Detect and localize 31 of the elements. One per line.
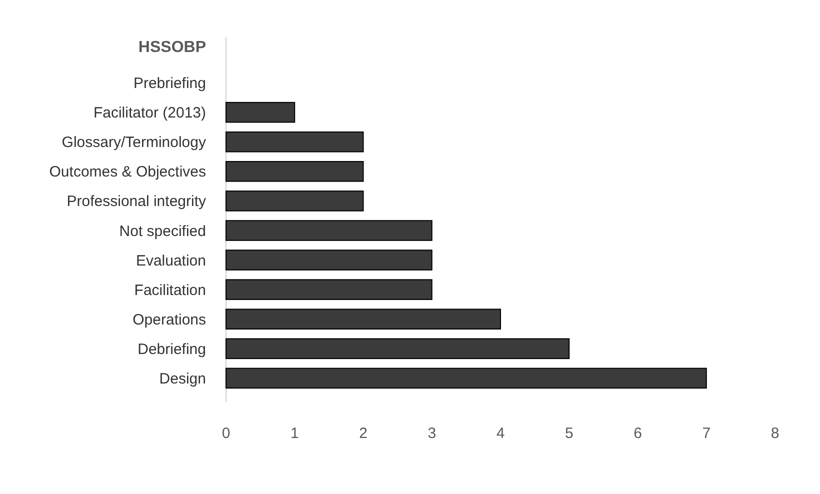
x-tick-label: 7 <box>702 425 711 442</box>
x-tick-label: 4 <box>496 425 505 442</box>
x-tick-label: 2 <box>359 425 368 442</box>
bar <box>226 102 296 123</box>
chart-title: HSSOBP <box>138 39 206 56</box>
y-tick-label: Professional integrity <box>66 193 206 210</box>
bar <box>226 338 570 360</box>
x-tick-label: 1 <box>290 425 299 442</box>
y-tick-label: Not specified <box>119 222 206 240</box>
x-tick-label: 3 <box>428 425 436 442</box>
y-tick-label: Debriefing <box>138 340 206 358</box>
y-tick-label: Design <box>159 370 206 388</box>
y-tick-label: Glossary/Terminology <box>62 134 206 152</box>
x-tick-label: 5 <box>564 425 574 442</box>
bar <box>226 368 707 389</box>
bar <box>226 220 432 241</box>
bar <box>226 131 364 152</box>
y-tick-label: Facilitator (2013) <box>93 104 206 122</box>
y-tick-label: Operations <box>132 311 206 328</box>
bar <box>226 250 432 270</box>
bar <box>226 161 364 182</box>
y-tick-label: Outcomes & Objectives <box>49 164 206 181</box>
x-tick-label: 8 <box>770 425 780 442</box>
bar <box>226 308 501 330</box>
y-tick-label: Facilitation <box>134 282 206 299</box>
x-tick-label: 0 <box>222 425 230 442</box>
y-tick-label: Prebriefing <box>133 75 206 92</box>
x-tick-label: 6 <box>634 425 642 442</box>
bar <box>226 279 432 300</box>
bar <box>226 190 364 212</box>
y-tick-label: Evaluation <box>136 252 206 270</box>
